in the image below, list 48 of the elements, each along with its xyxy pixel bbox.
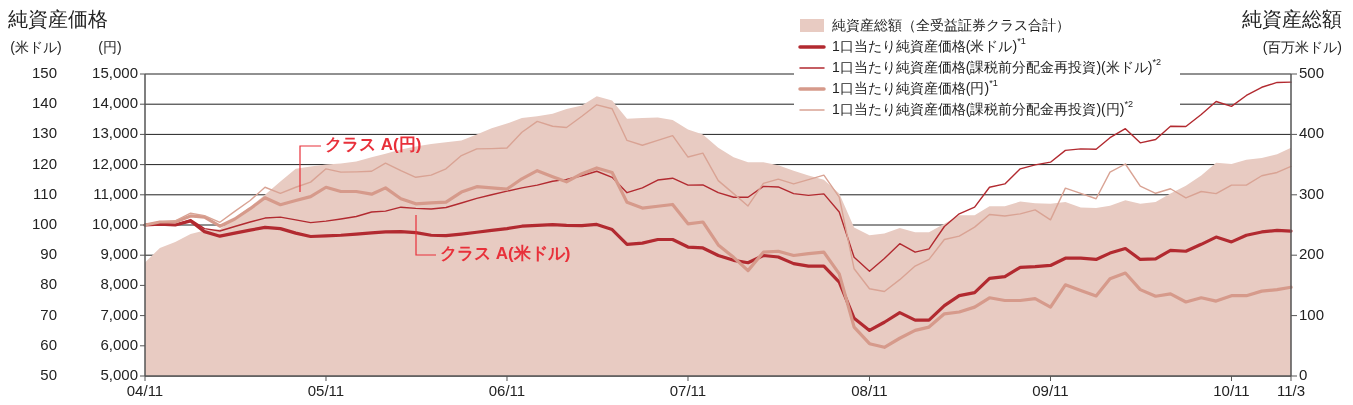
y2-axis-title: (円) xyxy=(98,39,122,55)
y2-tick-label: 15,000 xyxy=(92,63,138,81)
annotation: クラス A(米ドル) xyxy=(440,244,571,264)
y3-tick-label: 0 xyxy=(1299,365,1308,383)
x-tick-label: 07/11 xyxy=(669,382,707,399)
y2-tick-label: 14,000 xyxy=(92,94,138,112)
legend-label: 1口当たり純資産価格(米ドル)$^{*1}$ xyxy=(832,36,1026,54)
y3-tick-label: 300 xyxy=(1299,184,1325,202)
chart-subtitle: 純資産総額 xyxy=(1242,8,1342,30)
y-tick-label: 130 xyxy=(31,124,57,142)
y-axis-title: (米ドル) xyxy=(10,39,62,55)
y2-tick-label: 10,000 xyxy=(92,214,138,232)
y-tick-label: 150 xyxy=(31,63,57,81)
y-tick-label: 120 xyxy=(31,154,57,172)
x-tick-label: 05/11 xyxy=(307,382,345,399)
legend-label: 1口当たり純資産価格(課税前分配金再投資)(円)$^{*2}$ xyxy=(832,99,1134,117)
annotation: クラス A(円) xyxy=(325,135,422,155)
y3-tick-label: 100 xyxy=(1299,305,1325,323)
x-tick-label: 10/11 xyxy=(1213,382,1250,399)
chart-title: 純資産価格 xyxy=(8,8,108,30)
y-tick-label: 70 xyxy=(40,305,57,323)
x-tick-label: 06/11 xyxy=(488,382,526,399)
legend-label: 1口当たり純資産価格(課税前分配金再投資)(米ドル)$^{*2}$ xyxy=(832,57,1162,75)
x-tick-label: 04/11 xyxy=(126,382,164,399)
x-tick-label: 11/3 xyxy=(1276,382,1306,399)
x-tick-label: 08/11 xyxy=(851,382,888,399)
y2-tick-label: 5,000 xyxy=(100,365,138,383)
y-tick-label: 140 xyxy=(31,94,57,112)
y3-axis-title: (百万米ドル) xyxy=(1262,39,1342,55)
y2-tick-label: 7,000 xyxy=(100,305,138,323)
y3-tick-label: 400 xyxy=(1299,124,1325,142)
y-tick-label: 100 xyxy=(31,214,57,232)
y2-tick-label: 13,000 xyxy=(92,124,138,142)
y-tick-label: 50 xyxy=(40,365,57,383)
legend-label: 1口当たり純資産価格(円)$^{*1}$ xyxy=(832,78,998,96)
y2-tick-label: 9,000 xyxy=(100,245,138,263)
y-tick-label: 60 xyxy=(40,335,57,353)
x-tick-label: 09/11 xyxy=(1032,382,1069,399)
y2-tick-label: 11,000 xyxy=(93,184,138,202)
y2-tick-label: 8,000 xyxy=(100,275,138,293)
y-tick-label: 110 xyxy=(33,184,57,202)
y2-tick-label: 6,000 xyxy=(100,335,138,353)
y3-tick-label: 500 xyxy=(1299,63,1325,81)
y3-tick-label: 200 xyxy=(1299,245,1325,263)
y-tick-label: 80 xyxy=(40,275,57,293)
legend-label: 純資産総額（全受益証券クラス合計） xyxy=(832,16,1070,33)
y2-tick-label: 12,000 xyxy=(92,154,138,172)
y-tick-label: 90 xyxy=(40,245,57,263)
